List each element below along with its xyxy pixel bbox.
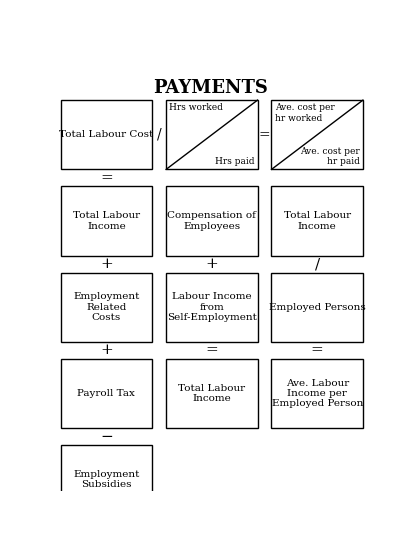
Text: +: + <box>100 343 113 357</box>
Text: Labour Income
from
Self-Employment: Labour Income from Self-Employment <box>167 293 257 322</box>
Text: =: = <box>311 343 323 357</box>
Text: Employment
Subsidies: Employment Subsidies <box>73 470 140 490</box>
Bar <box>166 100 258 169</box>
Text: =: = <box>259 128 270 142</box>
Bar <box>166 273 258 342</box>
Text: Total Labour
Income: Total Labour Income <box>73 211 140 231</box>
Text: Total Labour Cost: Total Labour Cost <box>59 130 154 139</box>
Bar <box>61 273 152 342</box>
Text: Ave. cost per
hr worked: Ave. cost per hr worked <box>275 103 334 123</box>
Bar <box>166 359 258 428</box>
Text: Hrs paid: Hrs paid <box>215 157 254 166</box>
Bar <box>61 100 152 169</box>
Bar <box>272 187 363 256</box>
Text: Payroll Tax: Payroll Tax <box>77 389 135 398</box>
Bar <box>61 359 152 428</box>
Text: =: = <box>206 343 218 357</box>
Text: PAYMENTS: PAYMENTS <box>153 79 268 97</box>
Bar <box>272 359 363 428</box>
Bar <box>166 187 258 256</box>
Text: Ave. cost per
hr paid: Ave. cost per hr paid <box>300 147 360 166</box>
Text: Total Labour
Income: Total Labour Income <box>178 384 245 403</box>
Text: /: / <box>157 128 162 142</box>
Text: /: / <box>315 257 320 271</box>
Bar <box>61 187 152 256</box>
Text: +: + <box>100 257 113 271</box>
Text: Employment
Related
Costs: Employment Related Costs <box>73 293 140 322</box>
Text: Total Labour
Income: Total Labour Income <box>284 211 351 231</box>
Text: Ave. Labour
Income per
Employed Person: Ave. Labour Income per Employed Person <box>272 379 363 408</box>
Bar <box>272 273 363 342</box>
Text: Compensation of
Employees: Compensation of Employees <box>167 211 256 231</box>
Bar <box>61 445 152 514</box>
Text: Hrs worked: Hrs worked <box>169 103 223 112</box>
Text: =: = <box>100 171 113 185</box>
Bar <box>272 100 363 169</box>
Text: −: − <box>100 429 113 444</box>
Text: Employed Persons: Employed Persons <box>269 302 365 312</box>
Text: +: + <box>206 257 218 271</box>
